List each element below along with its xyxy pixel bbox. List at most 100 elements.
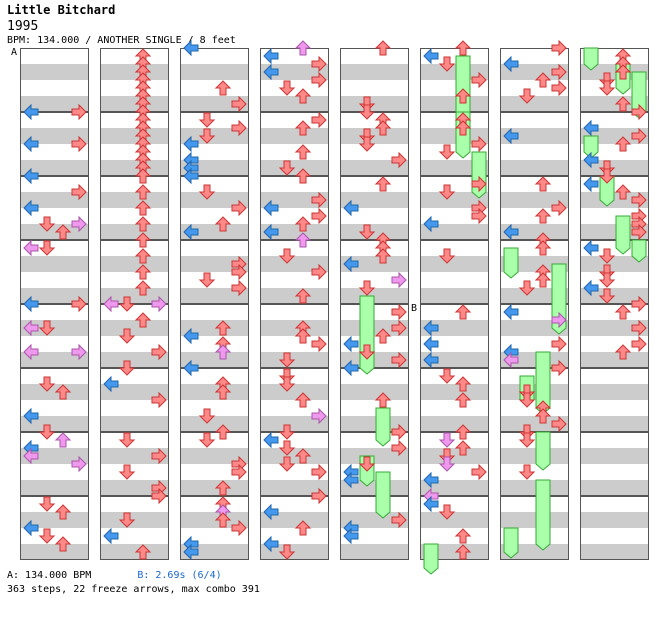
beat-stripe	[260, 224, 329, 240]
down-arrow-icon	[198, 408, 216, 424]
left-arrow-icon	[423, 319, 439, 337]
right-arrow-icon	[311, 71, 327, 89]
beat-stripe	[500, 352, 569, 368]
beat-stripe	[20, 256, 89, 272]
up-arrow-icon	[294, 168, 312, 184]
measure-box	[420, 240, 489, 304]
left-arrow-icon	[183, 359, 199, 377]
up-arrow-icon	[614, 96, 632, 112]
measure-box	[420, 496, 489, 560]
beat-stripe	[180, 512, 249, 528]
beat-stripe	[260, 256, 329, 272]
footer-stats: 363 steps, 22 freeze arrows, max combo 3…	[7, 584, 260, 595]
down-arrow-icon	[198, 184, 216, 200]
beat-stripe	[580, 512, 649, 528]
down-arrow-icon	[118, 360, 136, 376]
right-arrow-icon	[311, 191, 327, 209]
beat-stripe	[260, 320, 329, 336]
right-arrow-icon	[231, 199, 247, 217]
measure-box	[180, 432, 249, 496]
bpm-b-label[interactable]: B: 2.69s (6/4)	[137, 570, 222, 581]
right-arrow-icon	[551, 359, 567, 377]
down-arrow-icon	[598, 288, 616, 304]
left-arrow-icon	[23, 135, 39, 153]
right-arrow-icon	[631, 191, 647, 209]
measure-box	[20, 176, 89, 240]
down-arrow-icon	[438, 456, 456, 472]
up-arrow-icon	[374, 120, 392, 136]
left-arrow-icon	[23, 103, 39, 121]
right-arrow-icon	[391, 439, 407, 457]
up-arrow-icon	[534, 408, 552, 424]
beat-stripe	[100, 224, 169, 240]
beat-stripe	[20, 544, 89, 560]
beat-stripe	[20, 512, 89, 528]
beat-stripe	[180, 288, 249, 304]
freeze-arrow	[503, 247, 519, 279]
bpm-a-label: A: 134.000 BPM	[7, 570, 92, 581]
down-arrow-icon	[598, 272, 616, 288]
measure-box	[180, 176, 249, 240]
beat-stripe	[180, 224, 249, 240]
up-arrow-icon	[134, 232, 152, 248]
beat-stripe	[580, 384, 649, 400]
right-arrow-icon	[151, 391, 167, 409]
right-arrow-icon	[231, 95, 247, 113]
right-arrow-icon	[311, 407, 327, 425]
left-arrow-icon	[263, 431, 279, 449]
up-arrow-icon	[454, 544, 472, 560]
left-arrow-icon	[23, 199, 39, 217]
right-arrow-icon	[631, 335, 647, 353]
beat-stripe	[20, 192, 89, 208]
up-arrow-icon	[454, 40, 472, 56]
right-arrow-icon	[551, 335, 567, 353]
right-arrow-icon	[151, 343, 167, 361]
beat-stripe	[420, 256, 489, 272]
right-arrow-icon	[71, 135, 87, 153]
up-arrow-icon	[454, 376, 472, 392]
beat-stripe	[100, 64, 169, 80]
down-arrow-icon	[438, 184, 456, 200]
beat-stripe	[340, 544, 409, 560]
right-arrow-icon	[231, 279, 247, 297]
up-arrow-icon	[454, 304, 472, 320]
down-arrow-icon	[278, 80, 296, 96]
beat-stripe	[100, 160, 169, 176]
beat-stripe	[340, 480, 409, 496]
beat-stripe	[100, 256, 169, 272]
right-arrow-icon	[151, 487, 167, 505]
beat-stripe	[580, 352, 649, 368]
left-arrow-icon	[423, 495, 439, 513]
up-arrow-icon	[134, 264, 152, 280]
down-arrow-icon	[38, 424, 56, 440]
beat-stripe	[580, 256, 649, 272]
beat-stripe	[100, 544, 169, 560]
beat-stripe	[180, 352, 249, 368]
song-artist: 1995	[7, 19, 39, 34]
beat-stripe	[20, 288, 89, 304]
down-arrow-icon	[438, 368, 456, 384]
left-arrow-icon	[583, 119, 599, 137]
beat-stripe	[100, 448, 169, 464]
freeze-arrow	[503, 527, 519, 559]
beat-stripe	[20, 352, 89, 368]
down-arrow-icon	[118, 464, 136, 480]
measure-box	[340, 496, 409, 560]
left-arrow-icon	[503, 223, 519, 241]
footer-bpm: A: 134.000 BPM B: 2.69s (6/4)	[7, 570, 222, 581]
right-arrow-icon	[311, 335, 327, 353]
beat-stripe	[20, 128, 89, 144]
down-arrow-icon	[38, 240, 56, 256]
down-arrow-icon	[358, 104, 376, 120]
right-arrow-icon	[631, 103, 647, 121]
up-arrow-icon	[454, 120, 472, 136]
beat-stripe	[260, 192, 329, 208]
right-arrow-icon	[231, 463, 247, 481]
beat-stripe	[260, 480, 329, 496]
up-arrow-icon	[54, 432, 72, 448]
beat-stripe	[420, 128, 489, 144]
measure-box	[260, 48, 329, 112]
up-arrow-icon	[134, 168, 152, 184]
down-arrow-icon	[358, 136, 376, 152]
